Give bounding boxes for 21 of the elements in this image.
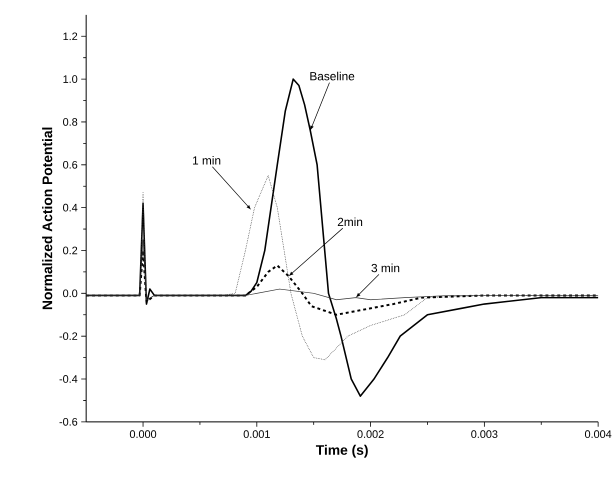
annotation: Baseline	[310, 72, 354, 80]
y-tick-label: 1.0	[63, 75, 78, 83]
x-tick-label: 0.001	[244, 430, 270, 438]
x-tick-label: 0.004	[584, 430, 612, 438]
x-tick-label: 0.003	[471, 430, 498, 438]
annotation: 2min	[338, 217, 362, 226]
y-axis-title: Normalized Action Potential	[42, 128, 52, 310]
y-tick-label: -0.2	[60, 332, 78, 340]
y-tick-label: 0.6	[63, 160, 78, 169]
x-axis-title: Time (s)	[316, 444, 368, 458]
annotation: 3 min	[371, 263, 400, 272]
x-tick-label: 0.000	[130, 430, 156, 438]
annotation: 1 min	[192, 156, 220, 164]
y-tick-label: 0.0	[63, 289, 78, 298]
y-tick-label: -0.4	[60, 375, 78, 383]
y-tick-label: 0.2	[63, 246, 78, 254]
y-tick-label: 0.4	[63, 204, 78, 212]
y-tick-label: 1.2	[63, 32, 78, 40]
y-tick-label: 0.8	[63, 118, 78, 126]
y-tick-label: -0.6	[60, 418, 78, 426]
x-tick-label: 0.002	[357, 430, 384, 438]
